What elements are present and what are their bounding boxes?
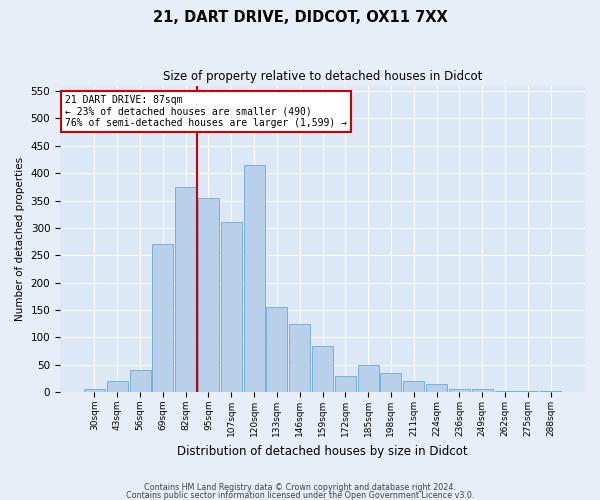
Bar: [175, 187, 196, 392]
Text: 21 DART DRIVE: 87sqm
← 23% of detached houses are smaller (490)
76% of semi-deta: 21 DART DRIVE: 87sqm ← 23% of detached h…: [65, 95, 347, 128]
X-axis label: Distribution of detached houses by size in Didcot: Distribution of detached houses by size …: [177, 444, 468, 458]
Text: Contains HM Land Registry data © Crown copyright and database right 2024.: Contains HM Land Registry data © Crown c…: [144, 484, 456, 492]
Bar: [494, 390, 515, 392]
Bar: [152, 244, 173, 392]
Bar: [335, 376, 356, 392]
Bar: [517, 391, 538, 392]
Bar: [289, 324, 310, 392]
Bar: [266, 308, 287, 392]
Bar: [312, 346, 333, 392]
Bar: [84, 390, 105, 392]
Y-axis label: Number of detached properties: Number of detached properties: [15, 157, 25, 321]
Title: Size of property relative to detached houses in Didcot: Size of property relative to detached ho…: [163, 70, 482, 83]
Bar: [449, 390, 470, 392]
Bar: [472, 390, 493, 392]
Bar: [244, 165, 265, 392]
Bar: [380, 373, 401, 392]
Bar: [221, 222, 242, 392]
Bar: [130, 370, 151, 392]
Text: Contains public sector information licensed under the Open Government Licence v3: Contains public sector information licen…: [126, 490, 474, 500]
Bar: [107, 381, 128, 392]
Bar: [403, 381, 424, 392]
Bar: [198, 198, 219, 392]
Text: 21, DART DRIVE, DIDCOT, OX11 7XX: 21, DART DRIVE, DIDCOT, OX11 7XX: [152, 10, 448, 25]
Bar: [426, 384, 447, 392]
Bar: [540, 390, 561, 392]
Bar: [358, 365, 379, 392]
